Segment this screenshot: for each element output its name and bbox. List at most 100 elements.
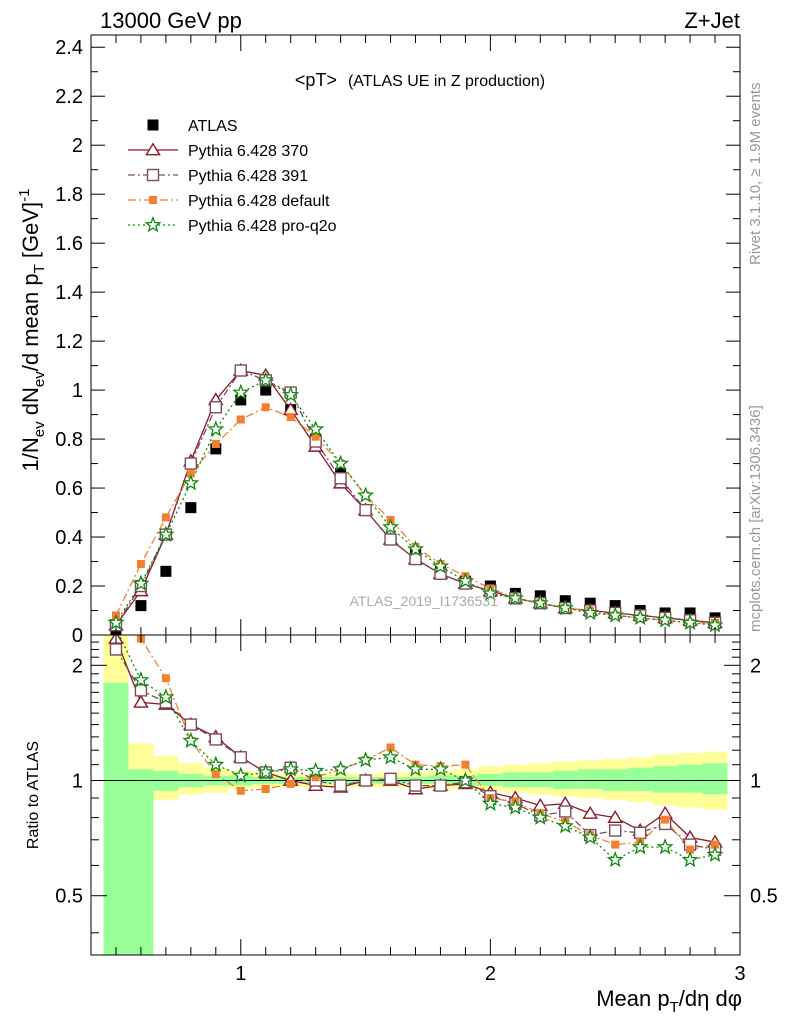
main-point-s4-1 — [132, 574, 150, 591]
main-series-markers — [107, 362, 724, 635]
main-point-s4-21 — [631, 608, 649, 626]
ratio-point-s2-24 — [711, 840, 720, 849]
ratio-line-series-1 — [115, 649, 716, 851]
ratio-point-s2-11 — [386, 743, 395, 752]
main-y-axis-label: 1/Nev dNev/d mean pT [GeV]-1 — [16, 189, 48, 472]
ylabel-part-3: ev — [31, 371, 48, 387]
ratio-point-s2-8 — [311, 773, 320, 782]
ratio-panel — [91, 635, 740, 955]
band-inner-24 — [702, 763, 728, 795]
main-point-s0-6 — [260, 384, 272, 396]
legend-marker-4 — [144, 215, 162, 233]
ratio-xtick-label-2: 3 — [734, 963, 745, 985]
main-ytick-label-9: 1.8 — [55, 184, 83, 206]
ratio-point-s1-21 — [633, 826, 647, 840]
chart-title-main: <pT> — [295, 70, 337, 90]
ratio-point-s3-5 — [232, 766, 250, 783]
ylabel-part-2: dN — [18, 387, 43, 421]
ratio-point-s2-2 — [161, 674, 170, 683]
ratio-uncertainty-bands — [103, 635, 728, 955]
ratio-point-s3-10 — [357, 751, 375, 768]
ratio-point-s3-6 — [257, 763, 275, 780]
ratio-xtick-label-0: 1 — [235, 963, 246, 985]
main-ytick-label-12: 2.4 — [55, 37, 83, 59]
ratio-point-s3-21 — [631, 838, 649, 855]
band-inner-1 — [128, 769, 154, 955]
ratio-point-s2-22 — [661, 815, 670, 824]
ylabel-part-4: /d mean p — [18, 273, 43, 371]
main-point-s0-5 — [235, 394, 247, 406]
ratio-ytick-label-1: 1 — [72, 771, 83, 793]
main-point-s4-18 — [556, 599, 574, 616]
ratio-point-s3-22 — [656, 838, 674, 855]
ratio-point-s3-13 — [431, 760, 450, 777]
header-left-label: 13000 GeV pp — [100, 8, 242, 33]
main-point-s4-4 — [207, 420, 225, 437]
ratio-point-s3-11 — [381, 748, 400, 765]
ratio-y-axis-label: Ratio to ATLAS — [25, 741, 42, 849]
ratio-ytick-label-right-0: 0.5 — [750, 886, 778, 908]
ratio-point-s3-2 — [157, 688, 175, 705]
x-axis-label: Mean pT/dη dφ — [596, 986, 742, 1016]
ratio-point-s3-20 — [606, 850, 624, 868]
main-point-s4-8 — [307, 420, 325, 437]
ratio-point-s3-12 — [406, 760, 425, 777]
main-point-s4-12 — [406, 540, 425, 557]
xlabel-part-2: /dη dφ — [679, 986, 742, 1011]
ratio-point-s1-1 — [134, 684, 148, 697]
band-inner-22 — [652, 766, 678, 793]
legend-label-0: ATLAS — [188, 118, 238, 135]
main-point-s4-7 — [282, 386, 300, 403]
legend-label-2: Pythia 6.428 391 — [188, 168, 308, 185]
band-inner-19 — [577, 769, 603, 790]
main-line-series-3 — [115, 406, 715, 624]
ratio-point-s3-16 — [506, 798, 524, 815]
legend: ATLAS Pythia 6.428 370 Pythia 6.428 391 Pyt… — [128, 118, 337, 235]
ratio-point-s2-23 — [686, 845, 695, 854]
main-line-series-2 — [115, 369, 716, 626]
ratio-point-s0-19 — [582, 805, 599, 819]
ylabel-part-1: ev — [31, 421, 48, 437]
rivet-version-label: Rivet 3.1.10, ≥ 1.9M events — [747, 83, 764, 266]
ratio-point-s2-14 — [461, 760, 470, 769]
main-point-s3-7 — [286, 413, 295, 422]
main-point-s2-11 — [384, 533, 397, 546]
ratio-point-s2-20 — [611, 840, 620, 849]
legend-label-4: Pythia 6.428 pro-q2o — [188, 218, 337, 235]
ratio-line-series-3 — [118, 635, 716, 861]
main-point-s0-1 — [135, 600, 147, 612]
ratio-point-s1-0 — [109, 643, 123, 656]
main-point-s2-3 — [184, 457, 198, 470]
ratio-point-s1-5 — [234, 751, 247, 764]
main-ytick-label-11: 2.2 — [55, 86, 83, 108]
ratio-point-s3-7 — [282, 760, 300, 777]
main-y-axis: 0 0.2 0.4 0.6 0.8 1 1.2 1.4 1.6 1.8 2 2.2 2.4 — [55, 37, 740, 647]
legend-marker-1 — [145, 142, 161, 156]
ratio-point-s1-3 — [184, 718, 198, 731]
ratio-point-s3-18 — [556, 817, 574, 834]
main-x-ticks — [90, 35, 741, 635]
legend-item-0: ATLAS — [147, 118, 238, 135]
main-point-s4-15 — [481, 584, 499, 601]
analysis-watermark: ATLAS_2019_I1736531 — [350, 593, 499, 609]
main-point-s4-10 — [357, 486, 375, 503]
main-point-s3-5 — [236, 415, 245, 424]
ratio-point-s3-4 — [207, 755, 225, 772]
ratio-point-s1-9 — [334, 779, 347, 792]
main-point-s4-2 — [157, 525, 175, 542]
legend-item-1: Pythia 6.428 370 — [128, 142, 308, 160]
ratio-point-s1-11 — [384, 772, 397, 786]
band-inner-18 — [552, 770, 578, 790]
legend-item-4: Pythia 6.428 pro-q2o — [128, 215, 337, 235]
main-ytick-label-6: 1.2 — [55, 331, 83, 353]
ratio-ytick-label-right-2: 2 — [750, 655, 761, 677]
mcplots-label: mcplots.cern.ch [arXiv:1306.3436] — [747, 405, 764, 632]
ratio-point-s1-13 — [434, 779, 447, 792]
main-panel — [107, 362, 724, 635]
ratio-xtick-label-1: 2 — [485, 963, 496, 985]
main-line-series-4 — [115, 379, 716, 626]
ratio-point-s0-1 — [133, 694, 149, 708]
main-ytick-label-2: 0.4 — [55, 527, 83, 549]
